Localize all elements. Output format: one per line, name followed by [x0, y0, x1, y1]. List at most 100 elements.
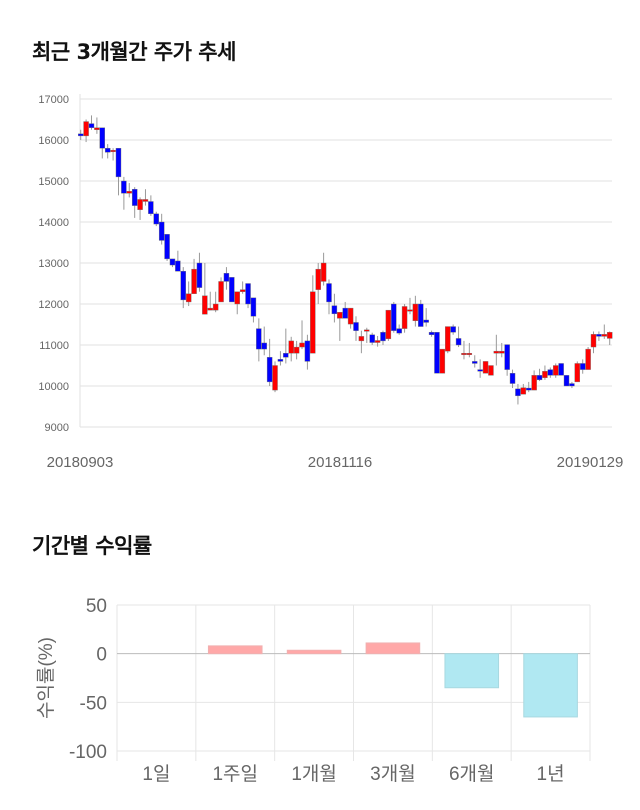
x-tick-label: 3개월 [370, 763, 416, 785]
y-axis-label: 수익률(%) [35, 637, 57, 719]
candle-body [320, 262, 327, 282]
candle-body [288, 340, 294, 354]
candle-body [142, 199, 149, 202]
y-tick-label: 0 [96, 645, 107, 666]
y-tick-label: 16000 [38, 135, 69, 147]
y-tick-label: 14000 [38, 217, 69, 229]
candle-body [482, 361, 489, 374]
candle-body [601, 334, 608, 337]
candle-body [110, 150, 116, 152]
candle-body [83, 121, 89, 137]
candle-body [239, 289, 246, 292]
x-tick-label: 1년 [537, 763, 565, 785]
candle-body [169, 258, 176, 266]
candle-body [212, 303, 219, 311]
candle-body [466, 353, 473, 355]
candle-body [423, 319, 429, 323]
candle-body [272, 365, 278, 391]
x-tick-label: 20180903 [47, 454, 114, 471]
candle-body [99, 127, 105, 149]
candle-body [569, 383, 575, 387]
candle-body [277, 359, 284, 362]
candle-body [580, 363, 586, 370]
candle-body [531, 375, 537, 391]
candle-body [439, 348, 446, 374]
candle-body [180, 271, 186, 301]
candle-body [596, 334, 602, 337]
candle-body [488, 365, 494, 376]
candle-body [88, 123, 95, 128]
candle-body [326, 283, 332, 303]
candle-body [553, 365, 559, 376]
candle-body [445, 326, 451, 352]
x-tick-label: 20190129 [557, 454, 624, 471]
candle-body [385, 309, 392, 340]
period-return-title: 기간별 수익률 [32, 534, 152, 558]
y-tick-label: 12000 [38, 299, 69, 311]
return-bar [286, 649, 342, 655]
candle-body [196, 262, 203, 288]
candle-body [364, 329, 370, 332]
candle-body [77, 133, 84, 137]
candle-body [164, 234, 170, 260]
candle-body [358, 336, 365, 342]
candle-body [428, 332, 435, 335]
y-tick-label: 13000 [38, 258, 69, 270]
candle-body [499, 350, 505, 354]
candle-body [331, 305, 338, 315]
y-tick-label: 50 [86, 596, 107, 617]
candle-body [407, 309, 413, 312]
x-tick-label: 20181116 [308, 454, 373, 471]
candle-body [585, 348, 591, 370]
candle-body [223, 273, 230, 282]
candle-body [536, 375, 543, 381]
candle-body [299, 342, 305, 348]
candle-body [526, 387, 532, 391]
candle-body [158, 221, 165, 241]
candle-body [515, 388, 521, 397]
candle-body [607, 332, 613, 339]
candle-body [493, 350, 500, 354]
candle-body [266, 357, 273, 383]
candle-body [229, 277, 235, 303]
candle-body [137, 199, 143, 210]
candle-body [547, 369, 554, 376]
candle-body [461, 353, 467, 355]
candle-body [353, 322, 359, 331]
candle-body [504, 344, 510, 370]
candle-body [472, 361, 478, 364]
candle-body [391, 303, 397, 331]
candle-body [342, 307, 348, 319]
candlestick-chart: 9000 10000 11000 12000 13000 14000 15000 16000 1… [38, 94, 624, 471]
candle-body [293, 346, 300, 354]
candle-body [542, 371, 548, 378]
candle-body [153, 213, 159, 225]
y-tick-label: -50 [80, 693, 107, 714]
candle-body [396, 328, 402, 334]
candle-body [304, 340, 311, 362]
return-bar [523, 653, 578, 718]
candle-body [520, 387, 527, 395]
candle-body [310, 291, 316, 354]
candle-body [218, 281, 224, 303]
candle-body [477, 369, 483, 372]
x-tick-label: 1개월 [291, 763, 337, 785]
return-bar [444, 653, 500, 689]
candle-body [347, 307, 354, 325]
candle-body [104, 147, 111, 153]
y-tick-label: 10000 [38, 381, 69, 393]
candle-body [374, 340, 381, 343]
candle-body [401, 306, 408, 329]
y-tick-label: 17000 [38, 94, 69, 106]
candle-body [369, 334, 375, 343]
candle-body [380, 332, 386, 342]
return-bar [207, 645, 263, 655]
y-tick-label: 15000 [38, 176, 69, 188]
candle-body [175, 260, 181, 272]
candle-body [121, 180, 127, 194]
candle-body [590, 334, 597, 348]
candle-body [94, 127, 100, 130]
y-tick-label: 9000 [45, 422, 69, 434]
candle-body [283, 353, 289, 358]
